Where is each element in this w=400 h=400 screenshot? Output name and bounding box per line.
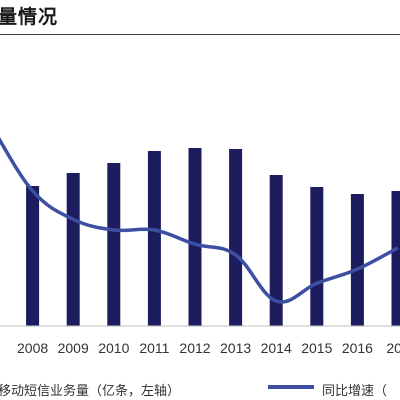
bar-2014 — [269, 175, 283, 326]
chart-plot: 7200820092010201120122013201420152016201 — [0, 136, 400, 356]
x-tick-label: 2016 — [342, 340, 373, 356]
x-tick-label: 2009 — [58, 340, 89, 356]
x-tick-label: 201 — [386, 340, 400, 356]
bar-2013 — [229, 149, 243, 326]
bar-2012 — [188, 148, 202, 326]
growth-rate-line — [0, 136, 399, 304]
x-tick-label: 2008 — [17, 340, 48, 356]
bar-2017 — [391, 191, 400, 326]
line-series-group — [0, 136, 399, 304]
bar-2015 — [310, 187, 324, 326]
chart-title: 量情况 — [0, 6, 59, 28]
x-tick-label: 2014 — [261, 340, 292, 356]
legend-label-line: 同比增速（ — [322, 384, 388, 399]
legend: 移动短信业务量（亿条，左轴） 同比增速（ — [0, 374, 400, 400]
bar-2011 — [147, 151, 161, 326]
x-tick-label: 2013 — [220, 340, 251, 356]
x-tick-labels: 7200820092010201120122013201420152016201 — [17, 340, 400, 356]
bar-2009 — [66, 173, 80, 326]
x-tick-label: 2011 — [139, 340, 169, 356]
bar-2016 — [350, 194, 364, 326]
x-tick-label: 2010 — [98, 340, 129, 356]
bar-2008 — [26, 186, 40, 326]
bar-2010 — [107, 163, 121, 326]
legend-label-bars: 移动短信业务量（亿条，左轴） — [0, 384, 181, 399]
x-tick-label: 2015 — [301, 340, 332, 356]
bar-series-group — [26, 148, 400, 326]
x-tick-label: 2012 — [179, 340, 210, 356]
title-divider — [0, 34, 400, 35]
